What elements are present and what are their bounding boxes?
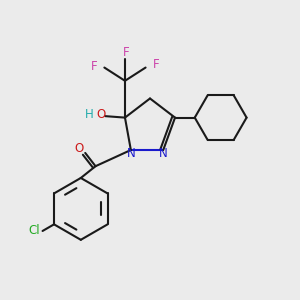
Text: Cl: Cl [28,224,40,238]
Text: H: H [84,108,93,121]
Text: F: F [153,58,159,71]
Text: O: O [75,142,84,155]
Text: F: F [123,46,130,59]
Text: N: N [127,147,135,160]
Text: F: F [91,60,98,73]
Text: O: O [97,108,106,121]
Text: N: N [159,147,168,160]
